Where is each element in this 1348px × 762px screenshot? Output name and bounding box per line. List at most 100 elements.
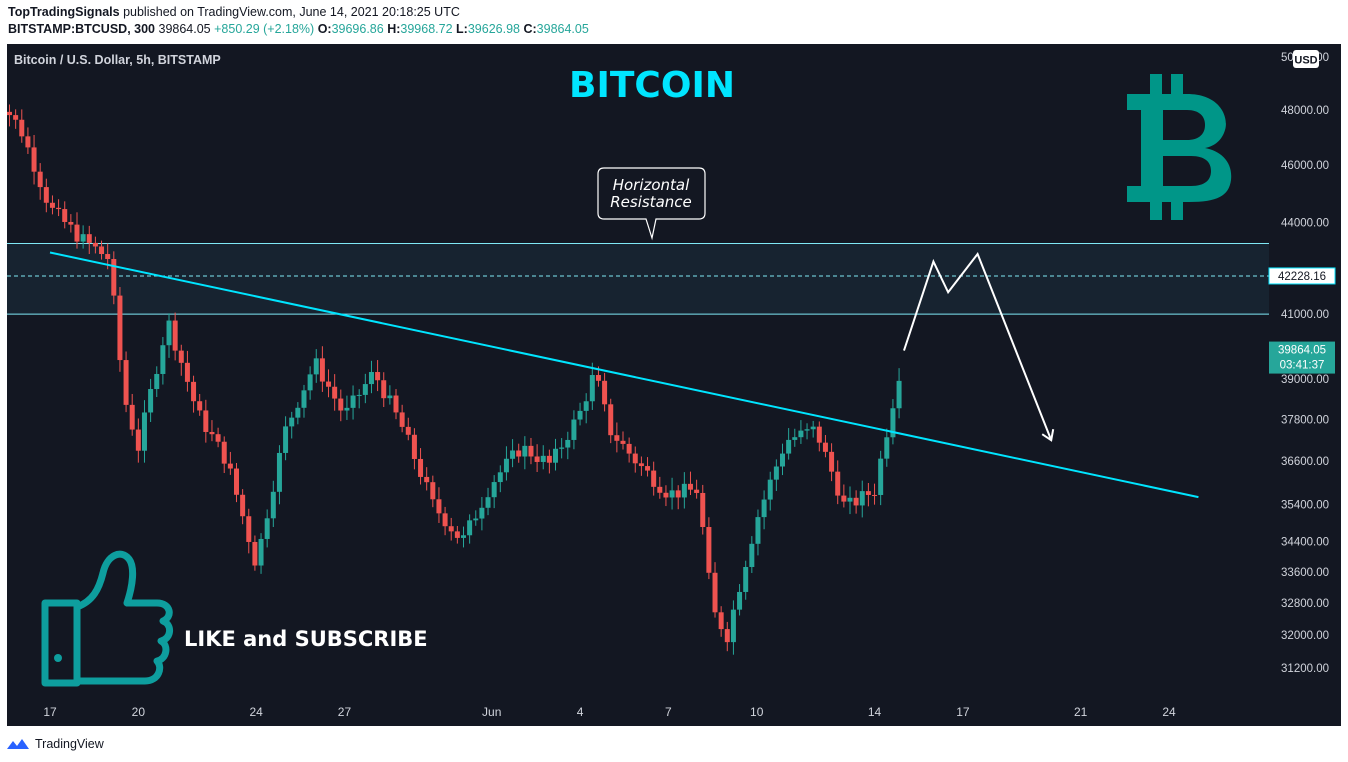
candle-body [111,259,117,296]
candle-body [841,495,847,502]
candle-body [442,513,448,527]
candle-body [178,350,184,363]
candle-body [859,491,865,506]
publish-info: TopTradingSignals published on TradingVi… [8,5,460,19]
candle-body [626,443,632,454]
x-tick-label: 4 [577,705,584,719]
candle-body [773,466,779,480]
candle-body [663,492,669,498]
candle-body [270,491,276,519]
candle-body [602,380,608,405]
candle-body [393,395,399,413]
candle-body [227,463,233,469]
candle-body [522,445,528,457]
candle-body [197,401,203,411]
candle-body [890,408,896,438]
chart-overlay-title: BITCOIN [569,65,735,106]
candle-body [105,254,111,260]
candle-body [798,430,804,438]
y-tick-label: 37800.00 [1281,414,1329,426]
projection-path [903,251,1053,441]
candle-body [141,412,147,451]
candle-body [595,375,601,381]
candle-body [37,171,43,188]
resistance-level-tag: 42228.16 [1268,267,1336,285]
y-tick-label: 31200.00 [1281,663,1329,675]
svg-text:03:41:37: 03:41:37 [1280,360,1325,372]
candle-body [687,483,693,490]
candle-body [571,419,577,440]
y-tick-label: 36600.00 [1281,456,1329,468]
candle-body [283,426,289,453]
candle-body [792,437,798,440]
thumbs-up-icon [41,550,173,687]
open-value: 39696.86 [331,22,384,36]
symbol-label: BITSTAMP:BTCUSD, 300 [8,22,156,36]
price-axis[interactable]: 50000.0048000.0046000.0044000.0041000.00… [1281,52,1329,675]
candle-body [344,407,350,411]
candle-body [718,612,724,630]
candle-body [780,453,786,467]
candle-body [56,207,62,210]
candle-body [7,111,13,116]
candle-body [878,458,884,495]
candle-body [700,492,706,528]
y-tick-label: 41000.00 [1281,309,1329,321]
candle-body [252,541,258,566]
candle-body [675,490,681,498]
candle-body [485,497,491,508]
time-axis[interactable]: 17 20 24 27 Jun 4 7 10 14 17 21 24 [43,705,1176,719]
candle-body [172,320,178,351]
candle-body [424,476,430,483]
tradingview-footer[interactable]: TradingView [6,734,104,754]
candle-body [68,221,74,225]
candle-body [577,410,583,420]
candle-body [234,468,239,495]
symbol-info: BITSTAMP:BTCUSD, 300 39864.05 +850.29 (+… [8,22,589,36]
candle-body [399,412,405,427]
candle-body [387,395,393,399]
svg-text:39864.05: 39864.05 [1278,345,1326,357]
drawings-layer [49,251,1199,499]
candle-body [240,494,246,517]
candle-body [614,435,620,441]
candle-body [491,482,497,498]
candle-body [326,381,332,387]
candle-body [295,407,301,418]
candle-body [608,404,614,436]
candle-body [418,458,424,477]
candle-body [761,499,767,518]
currency-badge[interactable]: USD [1293,50,1319,68]
chart-legend-title: Bitcoin / U.S. Dollar, 5h, BITSTAMP [14,53,221,67]
candle-body [896,380,902,409]
price-chart[interactable]: Bitcoin / U.S. Dollar, 5h, BITSTAMP BITC… [7,44,1341,726]
candle-body [123,360,129,405]
descending-trendline [49,251,1199,499]
candle-body [411,434,417,459]
candle-body [405,426,411,435]
candle-body [645,466,651,471]
candle-body [25,136,31,148]
svg-text:42228.16: 42228.16 [1278,271,1326,283]
candle-body [865,491,871,495]
publisher-name[interactable]: TopTradingSignals [8,5,120,19]
y-tick-label: 48000.00 [1281,105,1329,117]
candle-body [822,442,828,452]
candle-body [583,401,589,411]
candle-body [436,499,442,514]
candle-body [92,242,98,247]
candle-body [160,345,166,374]
high-label: H: [387,22,401,36]
y-tick-label: 32000.00 [1281,630,1329,642]
y-tick-label: 39000.00 [1281,374,1329,386]
bitcoin-logo-icon [1127,74,1232,220]
candle-body [853,497,859,506]
candle-body [589,375,595,402]
candle-body [706,527,712,573]
x-tick-label: 17 [956,705,970,719]
candle-body [49,202,55,208]
candle-body [460,535,466,538]
candle-body [553,448,559,463]
x-tick-label: Jun [482,705,501,719]
candle-body [19,119,25,137]
